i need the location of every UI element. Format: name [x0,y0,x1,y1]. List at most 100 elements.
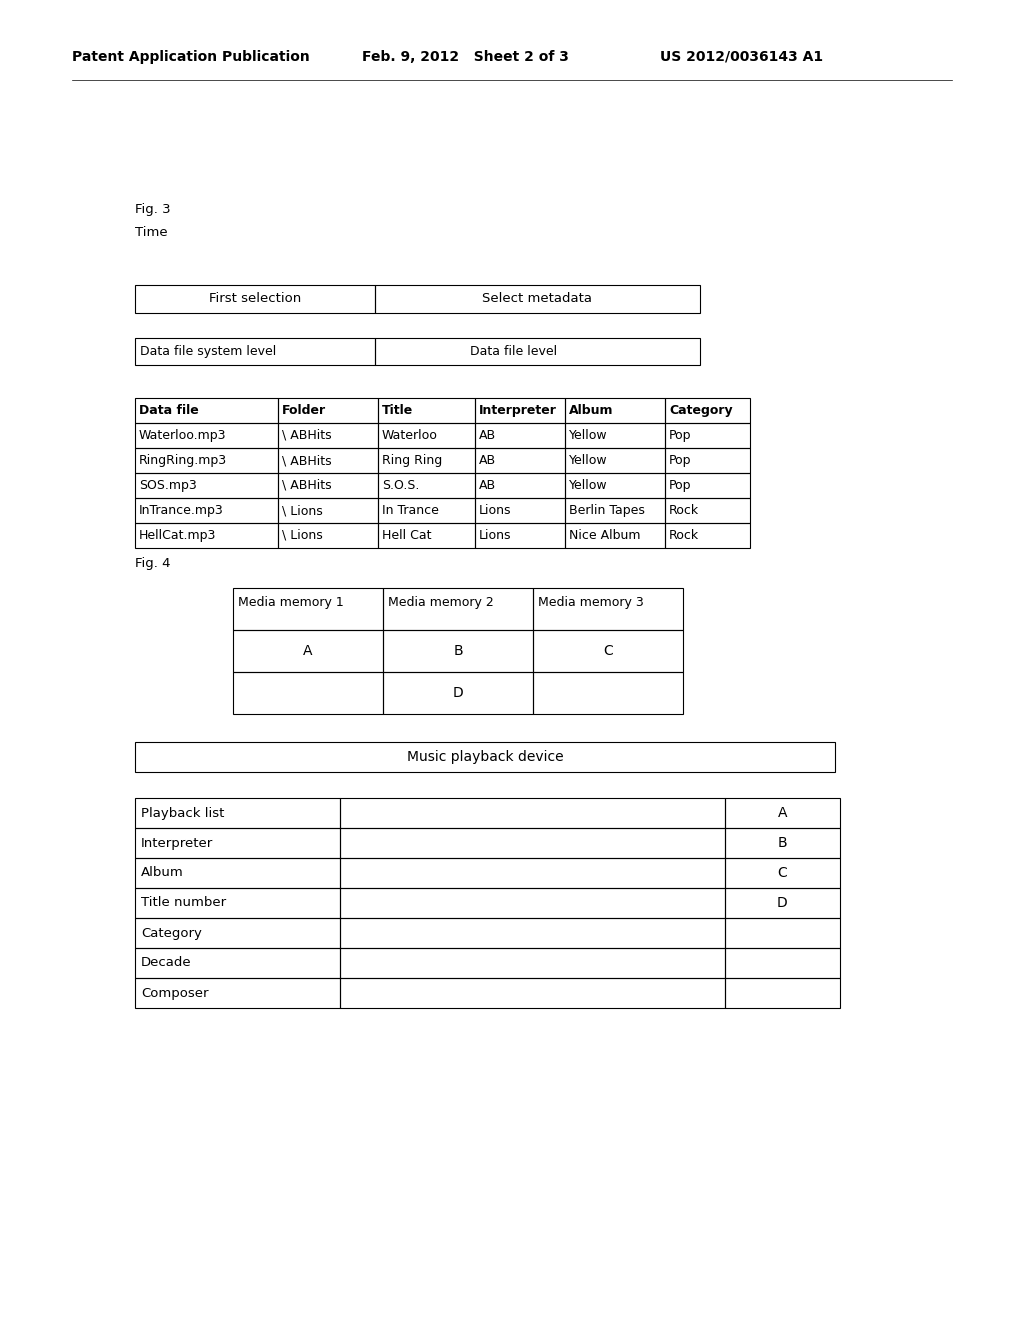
Bar [665,498,750,523]
Bar [135,888,340,917]
Bar [375,285,700,313]
Bar [278,498,378,523]
Bar [135,473,278,498]
Text: RingRing.mp3: RingRing.mp3 [139,454,227,467]
Bar [378,498,475,523]
Bar [135,917,340,948]
Text: A: A [778,807,787,820]
Text: Fig. 4: Fig. 4 [135,557,171,570]
Bar [135,399,278,422]
Text: SOS.mp3: SOS.mp3 [139,479,197,492]
Text: US 2012/0036143 A1: US 2012/0036143 A1 [660,50,823,63]
Text: D: D [453,686,464,700]
Text: Select metadata: Select metadata [482,293,593,305]
Text: Lions: Lions [479,529,512,543]
Text: A: A [303,644,312,657]
Bar [135,948,340,978]
Bar [233,587,383,630]
Bar [725,858,840,888]
Bar [565,473,665,498]
Bar [475,447,565,473]
Bar [383,630,534,672]
Bar [565,447,665,473]
Text: C: C [603,644,613,657]
Text: Media memory 3: Media memory 3 [538,597,644,609]
Text: Data file: Data file [139,404,199,417]
Text: Interpreter: Interpreter [479,404,557,417]
Text: Rock: Rock [669,529,699,543]
Bar [534,630,683,672]
Text: Pop: Pop [669,454,691,467]
Text: Pop: Pop [669,429,691,442]
Bar [725,799,840,828]
Text: Category: Category [669,404,732,417]
Text: Ring Ring: Ring Ring [382,454,442,467]
Text: B: B [777,836,787,850]
Bar [378,399,475,422]
Bar [383,672,534,714]
Bar [135,799,340,828]
Bar [135,285,375,313]
Bar [665,447,750,473]
Text: Lions: Lions [479,504,512,517]
Bar [475,473,565,498]
Bar [383,587,534,630]
Text: \ ABHits: \ ABHits [282,454,332,467]
Text: Data file system level: Data file system level [140,345,276,358]
Bar [135,523,278,548]
Bar [278,422,378,447]
Bar [233,672,383,714]
Text: Playback list: Playback list [141,807,224,820]
Text: AB: AB [479,454,496,467]
Bar [135,742,835,772]
Bar [665,523,750,548]
Text: Yellow: Yellow [569,479,607,492]
Text: Fig. 3: Fig. 3 [135,203,171,216]
Text: InTrance.mp3: InTrance.mp3 [139,504,224,517]
Bar [475,422,565,447]
Text: Pop: Pop [669,479,691,492]
Bar [233,630,383,672]
Bar [135,447,278,473]
Bar [135,858,340,888]
Text: C: C [777,866,787,880]
Bar [534,587,683,630]
Bar [340,828,725,858]
Text: Interpreter: Interpreter [141,837,213,850]
Bar [475,399,565,422]
Bar [725,978,840,1008]
Text: Decade: Decade [141,957,191,969]
Text: Music playback device: Music playback device [407,750,563,764]
Bar [340,888,725,917]
Text: Feb. 9, 2012   Sheet 2 of 3: Feb. 9, 2012 Sheet 2 of 3 [362,50,569,63]
Bar [378,523,475,548]
Text: Rock: Rock [669,504,699,517]
Bar [278,473,378,498]
Bar [378,422,475,447]
Text: \ ABHits: \ ABHits [282,429,332,442]
Bar [340,917,725,948]
Text: Time: Time [135,226,168,239]
Text: AB: AB [479,479,496,492]
Text: Hell Cat: Hell Cat [382,529,431,543]
Text: Album: Album [569,404,613,417]
Bar [278,399,378,422]
Bar [665,399,750,422]
Bar [340,799,725,828]
Text: Category: Category [141,927,202,940]
Text: HellCat.mp3: HellCat.mp3 [139,529,216,543]
Text: In Trance: In Trance [382,504,439,517]
Text: Patent Application Publication: Patent Application Publication [72,50,309,63]
Bar [135,978,340,1008]
Bar [665,473,750,498]
Bar [665,422,750,447]
Text: AB: AB [479,429,496,442]
Bar [135,498,278,523]
Text: First selection: First selection [209,293,301,305]
Bar [375,338,700,366]
Text: S.O.S.: S.O.S. [382,479,420,492]
Text: B: B [454,644,463,657]
Bar [725,888,840,917]
Text: Waterloo.mp3: Waterloo.mp3 [139,429,226,442]
Text: Media memory 2: Media memory 2 [388,597,494,609]
